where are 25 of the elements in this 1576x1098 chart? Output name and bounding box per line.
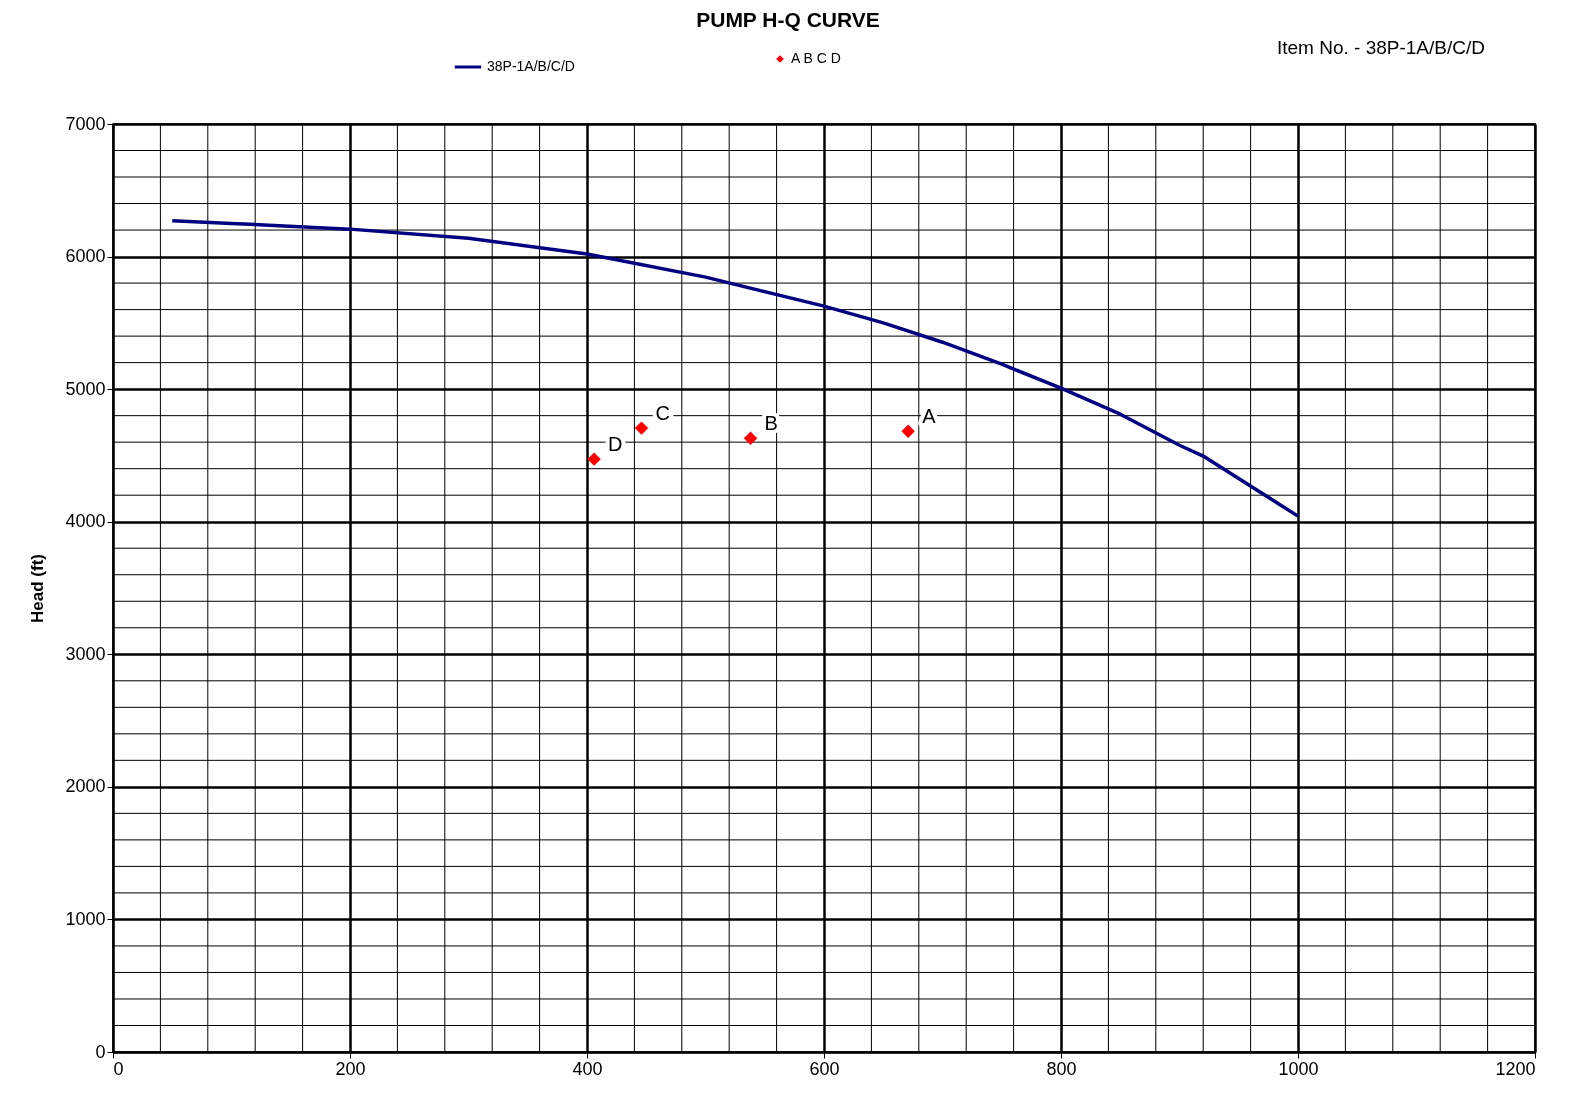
y-tick-label: 6000 bbox=[65, 246, 106, 267]
legend-label: A B C D bbox=[791, 50, 841, 66]
y-tick-label: 4000 bbox=[65, 511, 106, 532]
legend-label: 38P-1A/B/C/D bbox=[487, 58, 575, 74]
x-tick-label: 1000 bbox=[1278, 1058, 1319, 1079]
text: Item No. - 38P-1A/B/C/D bbox=[1276, 37, 1485, 58]
y-tick-label: 7000 bbox=[65, 113, 106, 134]
line-series bbox=[170, 219, 1300, 518]
x-tick-label: 200 bbox=[335, 1058, 366, 1079]
x-tick-label: 1200 bbox=[1495, 1058, 1536, 1079]
y-tick-label: 2000 bbox=[65, 776, 106, 797]
y-tick-label: 0 bbox=[95, 1041, 106, 1062]
x-tick-label: 600 bbox=[809, 1058, 840, 1079]
point bbox=[634, 421, 649, 435]
point bbox=[901, 424, 915, 438]
chart-title: PUMP H-Q CURVE bbox=[696, 8, 880, 31]
y-tick-label: 1000 bbox=[65, 908, 106, 929]
x-tick-label: 800 bbox=[1046, 1058, 1077, 1079]
y-axis-title: Head (ft) bbox=[28, 554, 48, 623]
y-tick-label: 5000 bbox=[65, 378, 106, 399]
x-tick-label: 400 bbox=[572, 1058, 603, 1079]
y-tick-label: 3000 bbox=[65, 643, 106, 664]
point bbox=[743, 431, 758, 445]
point bbox=[587, 452, 601, 466]
x-tick-label: 0 bbox=[113, 1058, 124, 1079]
